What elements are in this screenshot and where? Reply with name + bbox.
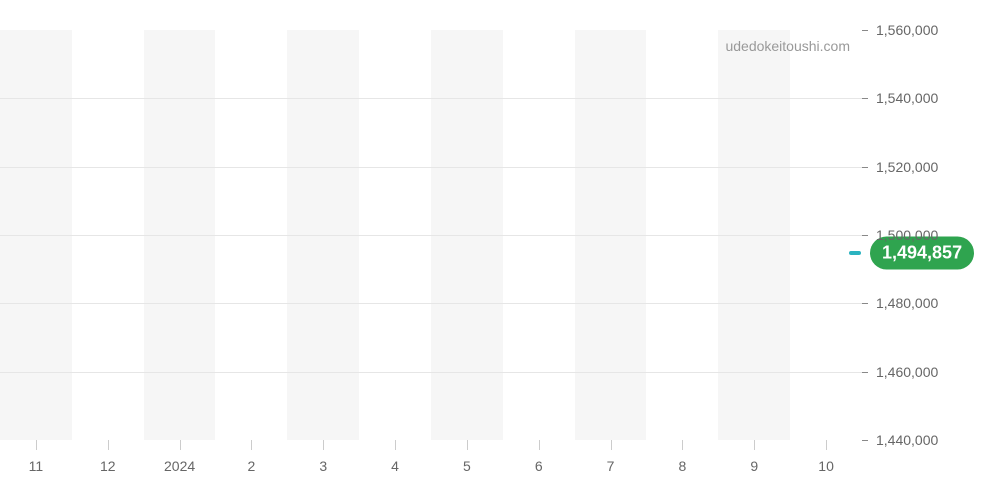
x-tick	[826, 440, 827, 450]
x-axis-label: 8	[679, 458, 687, 474]
x-tick	[611, 440, 612, 450]
x-axis-label: 11	[29, 458, 44, 474]
x-tick	[395, 440, 396, 450]
x-axis-label: 9	[750, 458, 758, 474]
current-price-marker	[849, 251, 861, 255]
x-tick	[467, 440, 468, 450]
y-tick	[862, 167, 868, 168]
x-tick	[682, 440, 683, 450]
x-tick	[251, 440, 252, 450]
y-axis-label: 1,440,000	[876, 432, 938, 448]
x-axis-label: 2	[248, 458, 256, 474]
y-axis-label: 1,520,000	[876, 159, 938, 175]
x-axis-label: 10	[818, 458, 834, 474]
y-tick	[862, 235, 868, 236]
y-axis-label: 1,540,000	[876, 90, 938, 106]
x-tick	[36, 440, 37, 450]
y-tick	[862, 98, 868, 99]
y-tick	[862, 30, 868, 31]
x-axis-label: 5	[463, 458, 471, 474]
y-gridline	[0, 303, 862, 304]
x-tick	[180, 440, 181, 450]
y-gridline	[0, 372, 862, 373]
y-axis-label: 1,460,000	[876, 364, 938, 380]
y-gridline	[0, 98, 862, 99]
y-tick	[862, 303, 868, 304]
y-axis-label: 1,560,000	[876, 22, 938, 38]
y-gridline	[0, 167, 862, 168]
x-axis-label: 4	[391, 458, 399, 474]
watermark-text: udedokeitoushi.com	[725, 38, 850, 54]
price-chart: udedokeitoushi.com 1,494,857 11122024234…	[0, 0, 1000, 500]
x-axis-label: 6	[535, 458, 543, 474]
y-axis-label: 1,500,000	[876, 227, 938, 243]
plot-area	[0, 30, 862, 440]
x-tick	[323, 440, 324, 450]
x-axis-label: 2024	[164, 458, 195, 474]
x-axis-label: 7	[607, 458, 615, 474]
x-tick	[539, 440, 540, 450]
x-axis-label: 3	[319, 458, 327, 474]
y-gridline	[0, 235, 862, 236]
y-tick	[862, 440, 868, 441]
x-axis-label: 12	[100, 458, 116, 474]
y-axis-label: 1,480,000	[876, 295, 938, 311]
x-tick	[754, 440, 755, 450]
y-tick	[862, 372, 868, 373]
x-tick	[108, 440, 109, 450]
